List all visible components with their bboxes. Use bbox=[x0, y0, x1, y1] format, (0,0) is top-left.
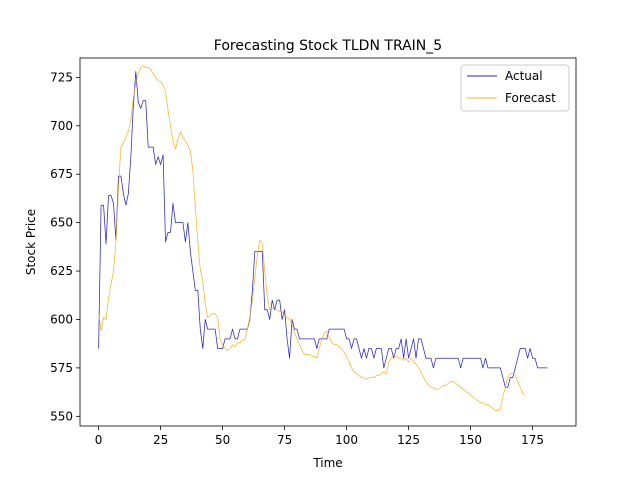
x-tick-label: 75 bbox=[277, 433, 292, 447]
chart-title: Forecasting Stock TLDN TRAIN_5 bbox=[214, 38, 442, 54]
y-tick-label: 625 bbox=[50, 264, 73, 278]
x-tick-label: 175 bbox=[521, 433, 544, 447]
x-tick-label: 25 bbox=[153, 433, 168, 447]
series-line-actual bbox=[98, 71, 548, 388]
y-tick-label: 650 bbox=[50, 216, 73, 230]
series-line-forecast bbox=[98, 65, 526, 411]
plot-frame bbox=[79, 57, 577, 427]
x-tick-label: 50 bbox=[215, 433, 230, 447]
legend: Actual Forecast bbox=[460, 64, 570, 112]
x-axis: 0 25 50 75 100 125 150 175 bbox=[95, 426, 544, 447]
y-tick-label: 575 bbox=[50, 361, 73, 375]
x-tick-label: 125 bbox=[397, 433, 420, 447]
y-tick-label: 550 bbox=[50, 409, 73, 423]
y-axis: 550 575 600 625 650 675 700 725 bbox=[50, 70, 80, 423]
y-tick-label: 675 bbox=[50, 167, 73, 181]
y-axis-label: Stock Price bbox=[24, 209, 38, 275]
legend-label-actual: Actual bbox=[505, 69, 543, 83]
x-tick-label: 150 bbox=[459, 433, 482, 447]
x-tick-label: 0 bbox=[95, 433, 103, 447]
x-axis-label: Time bbox=[312, 456, 342, 470]
plot-area bbox=[79, 57, 577, 427]
legend-label-forecast: Forecast bbox=[505, 91, 556, 105]
x-tick-label: 100 bbox=[335, 433, 358, 447]
y-tick-label: 700 bbox=[50, 119, 73, 133]
y-tick-label: 600 bbox=[50, 312, 73, 326]
series-layer bbox=[98, 65, 548, 411]
plot-background bbox=[80, 58, 576, 426]
y-tick-label: 725 bbox=[50, 70, 73, 84]
